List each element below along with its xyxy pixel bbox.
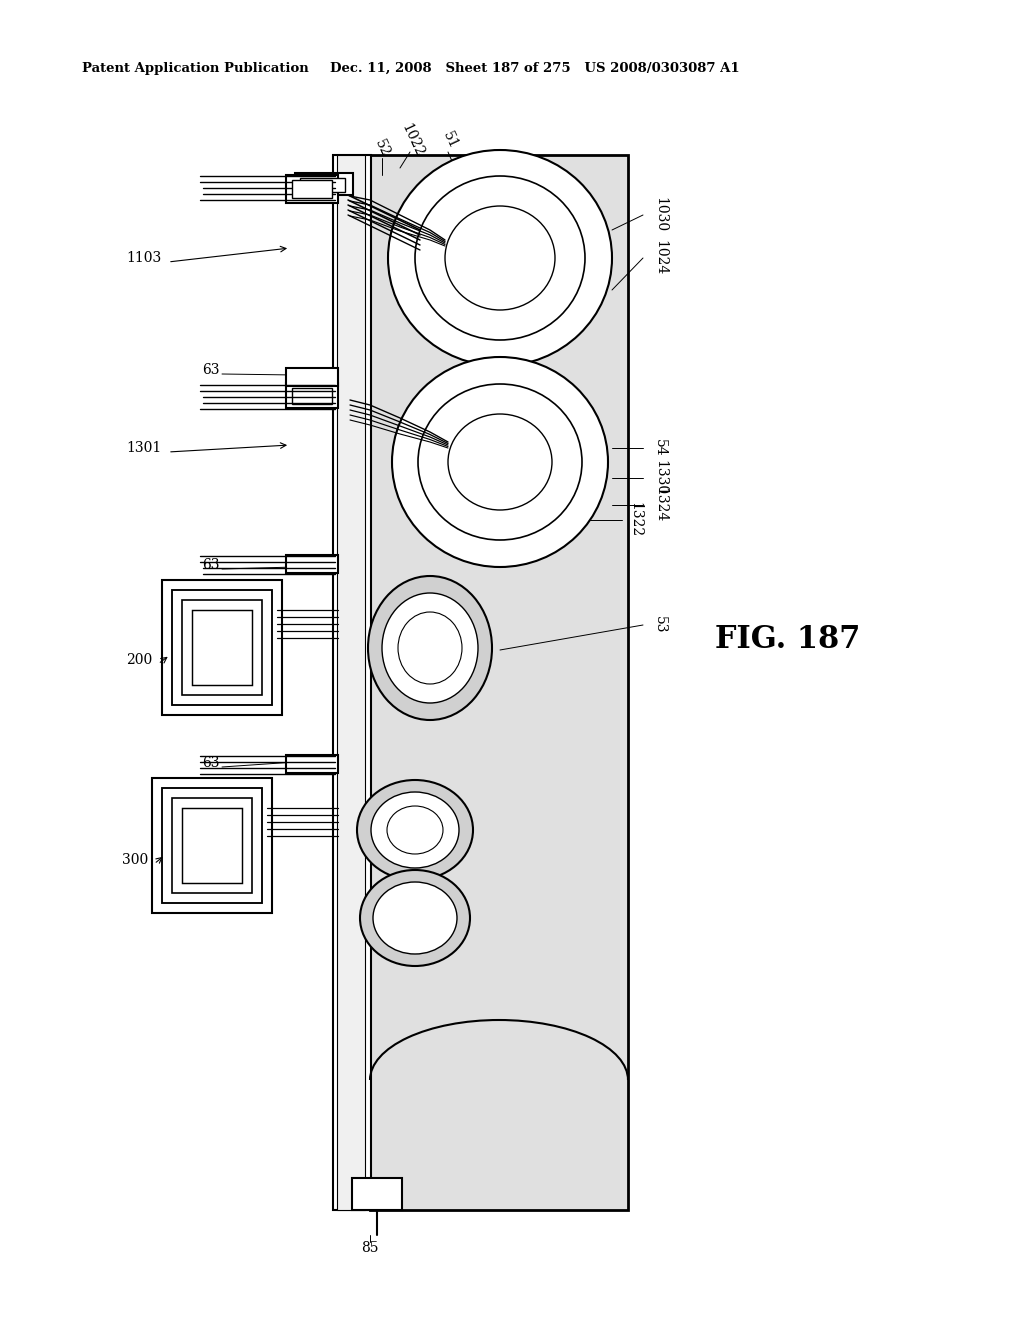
- Text: 85: 85: [361, 1241, 379, 1255]
- Bar: [162, 579, 282, 715]
- Ellipse shape: [398, 612, 462, 684]
- Text: 1022: 1022: [398, 121, 426, 158]
- Bar: [172, 799, 252, 894]
- Ellipse shape: [392, 356, 608, 568]
- Text: 1322: 1322: [628, 503, 642, 537]
- Bar: [286, 176, 338, 203]
- Bar: [286, 383, 338, 408]
- Text: 51: 51: [440, 129, 460, 150]
- Text: 53: 53: [653, 616, 667, 634]
- Text: 63: 63: [203, 363, 220, 378]
- Bar: [286, 755, 338, 774]
- Bar: [162, 788, 262, 903]
- Text: 52: 52: [372, 137, 392, 158]
- Bar: [370, 154, 628, 1210]
- Text: 1324: 1324: [653, 487, 667, 523]
- Bar: [182, 601, 262, 696]
- Bar: [193, 610, 252, 685]
- Ellipse shape: [357, 780, 473, 880]
- Text: 1301: 1301: [127, 441, 162, 455]
- Ellipse shape: [418, 384, 582, 540]
- Bar: [300, 178, 345, 191]
- Bar: [292, 388, 332, 404]
- Text: 300: 300: [122, 853, 148, 867]
- Bar: [172, 590, 272, 705]
- Ellipse shape: [415, 176, 585, 341]
- Text: 1030: 1030: [653, 198, 667, 232]
- Ellipse shape: [373, 882, 457, 954]
- Text: 54: 54: [653, 440, 667, 457]
- Bar: [352, 1177, 402, 1210]
- Bar: [292, 180, 332, 198]
- Ellipse shape: [387, 807, 443, 854]
- Bar: [152, 777, 272, 913]
- Text: 63: 63: [203, 558, 220, 572]
- Ellipse shape: [445, 206, 555, 310]
- Text: 63: 63: [203, 756, 220, 770]
- Ellipse shape: [371, 792, 459, 869]
- Text: FIG. 187: FIG. 187: [715, 624, 860, 656]
- Bar: [333, 154, 371, 1210]
- Text: 200: 200: [126, 653, 152, 667]
- Bar: [286, 368, 338, 385]
- Bar: [337, 154, 365, 1210]
- Ellipse shape: [368, 576, 492, 719]
- Text: 1330: 1330: [653, 461, 667, 495]
- Bar: [286, 554, 338, 573]
- Text: 1024: 1024: [653, 240, 667, 276]
- Text: Dec. 11, 2008   Sheet 187 of 275   US 2008/0303087 A1: Dec. 11, 2008 Sheet 187 of 275 US 2008/0…: [330, 62, 739, 75]
- Ellipse shape: [382, 593, 478, 704]
- Ellipse shape: [388, 150, 612, 366]
- Ellipse shape: [449, 414, 552, 510]
- Text: 1103: 1103: [127, 251, 162, 265]
- Text: Patent Application Publication: Patent Application Publication: [82, 62, 309, 75]
- Bar: [295, 173, 353, 195]
- Bar: [182, 808, 242, 883]
- Ellipse shape: [360, 870, 470, 966]
